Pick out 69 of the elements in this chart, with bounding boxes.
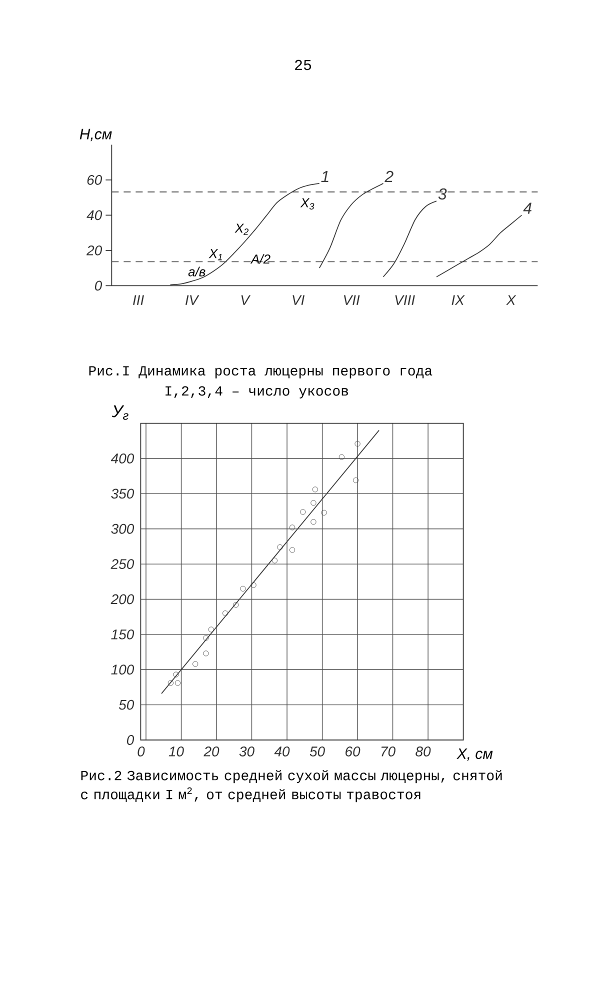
y-tick-label: 60 — [87, 174, 102, 185]
x-tick-label: 70 — [381, 746, 396, 756]
point — [354, 440, 360, 447]
annotation: X$_{1}$ — [208, 249, 222, 260]
point — [300, 509, 306, 515]
annotation: A/2 — [250, 254, 270, 264]
x-tick-label: 80 — [416, 746, 431, 756]
y-tick-label: 20 — [86, 245, 102, 256]
point — [272, 558, 278, 564]
annotation: а/в — [188, 266, 206, 276]
x-tick-label: VII — [344, 295, 360, 305]
y-tick-label: 50 — [118, 700, 134, 710]
series-label: 4 — [523, 202, 532, 214]
y-tick-label: 0 — [126, 735, 134, 745]
point — [290, 547, 296, 553]
x-tick-label: 30 — [239, 746, 254, 756]
point — [233, 602, 239, 608]
text: 25 — [295, 60, 312, 70]
x-tick-label: III — [133, 295, 144, 305]
y-tick-label: 200 — [110, 594, 134, 604]
x-tick-label: V — [241, 295, 251, 305]
point — [310, 519, 316, 525]
x-tick-label: 50 — [310, 746, 325, 756]
point — [168, 680, 174, 686]
annotation: X$_{2}$ — [234, 224, 249, 235]
point — [310, 500, 316, 506]
series-label: 2 — [384, 170, 394, 182]
point — [312, 486, 318, 492]
y-axis-title: Н,см — [80, 128, 112, 142]
point — [240, 586, 246, 592]
point — [321, 510, 327, 516]
point — [174, 680, 181, 686]
x-tick-label: 20 — [204, 746, 220, 756]
x-tick-label: X — [506, 295, 516, 305]
point — [173, 672, 179, 678]
point — [192, 661, 198, 667]
y-tick-label: 100 — [111, 664, 134, 675]
y-tick-label: 250 — [110, 559, 134, 570]
y-tick-label: 40 — [86, 210, 102, 220]
x-tick-label: VI — [292, 295, 305, 305]
series-label: 3 — [438, 188, 447, 200]
x-axis-title: X, см — [456, 748, 493, 761]
x-tick-label: VIII — [395, 295, 415, 305]
point — [352, 478, 359, 484]
point — [222, 610, 228, 616]
annotation: X$_{3}$ — [300, 198, 314, 210]
point — [290, 524, 296, 530]
y-tick-label: 300 — [111, 524, 134, 534]
point — [277, 544, 283, 550]
x-tick-label: IV — [185, 295, 200, 305]
point — [338, 454, 344, 460]
y-tick-label: 0 — [94, 280, 102, 291]
text: Рис.I Динамика роста люцерны первого года — [89, 366, 432, 378]
point — [250, 582, 256, 588]
x-tick-label: 0 — [138, 746, 145, 756]
text: I,2,3,4 – число укосов — [166, 386, 348, 398]
x-tick-label: 40 — [274, 746, 290, 756]
x-tick-label: 10 — [168, 746, 184, 756]
y-tick-label: 350 — [111, 488, 134, 499]
text: Рис.2 Зависимость средней сухой массы люцерны, снятой с площадки I м$^{2}$, от средней высоты травостоя — [81, 770, 502, 802]
x-tick-label: IX — [452, 295, 465, 305]
y-axis-title: У$_{г}$ — [112, 405, 128, 420]
y-tick-label: 150 — [111, 629, 134, 640]
y-tick-label: 400 — [110, 454, 134, 464]
point — [203, 635, 209, 641]
x-tick-label: 60 — [346, 746, 360, 756]
point — [203, 650, 209, 656]
point — [208, 626, 214, 632]
series-label: 1 — [321, 171, 328, 182]
